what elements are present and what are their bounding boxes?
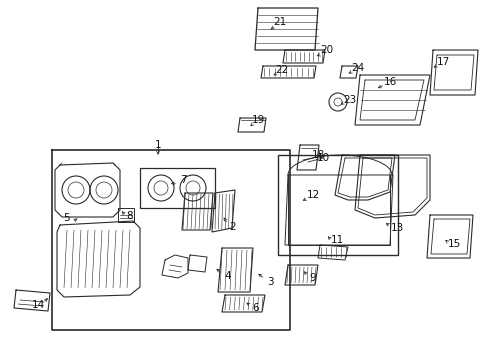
Text: 14: 14 xyxy=(31,300,44,310)
Text: 13: 13 xyxy=(389,223,403,233)
Text: 19: 19 xyxy=(251,115,264,125)
Text: 15: 15 xyxy=(447,239,460,249)
Text: 21: 21 xyxy=(273,17,286,27)
Text: 12: 12 xyxy=(306,190,319,200)
Text: 24: 24 xyxy=(351,63,364,73)
Text: 16: 16 xyxy=(383,77,396,87)
Text: 11: 11 xyxy=(330,235,343,245)
Text: 3: 3 xyxy=(266,277,273,287)
Text: 8: 8 xyxy=(126,211,133,221)
Text: 5: 5 xyxy=(63,213,70,223)
Text: 6: 6 xyxy=(252,303,259,313)
Bar xyxy=(140,168,215,208)
Text: 9: 9 xyxy=(309,273,316,283)
Text: 1: 1 xyxy=(154,140,161,150)
Text: 20: 20 xyxy=(320,45,333,55)
Text: 2: 2 xyxy=(229,222,236,232)
Text: 18: 18 xyxy=(311,150,324,160)
Text: 7: 7 xyxy=(179,175,186,185)
Bar xyxy=(278,155,397,255)
Text: 10: 10 xyxy=(316,153,329,163)
Text: 23: 23 xyxy=(343,95,356,105)
Text: 17: 17 xyxy=(435,57,448,67)
Text: 22: 22 xyxy=(275,65,288,75)
Text: 4: 4 xyxy=(224,271,231,281)
